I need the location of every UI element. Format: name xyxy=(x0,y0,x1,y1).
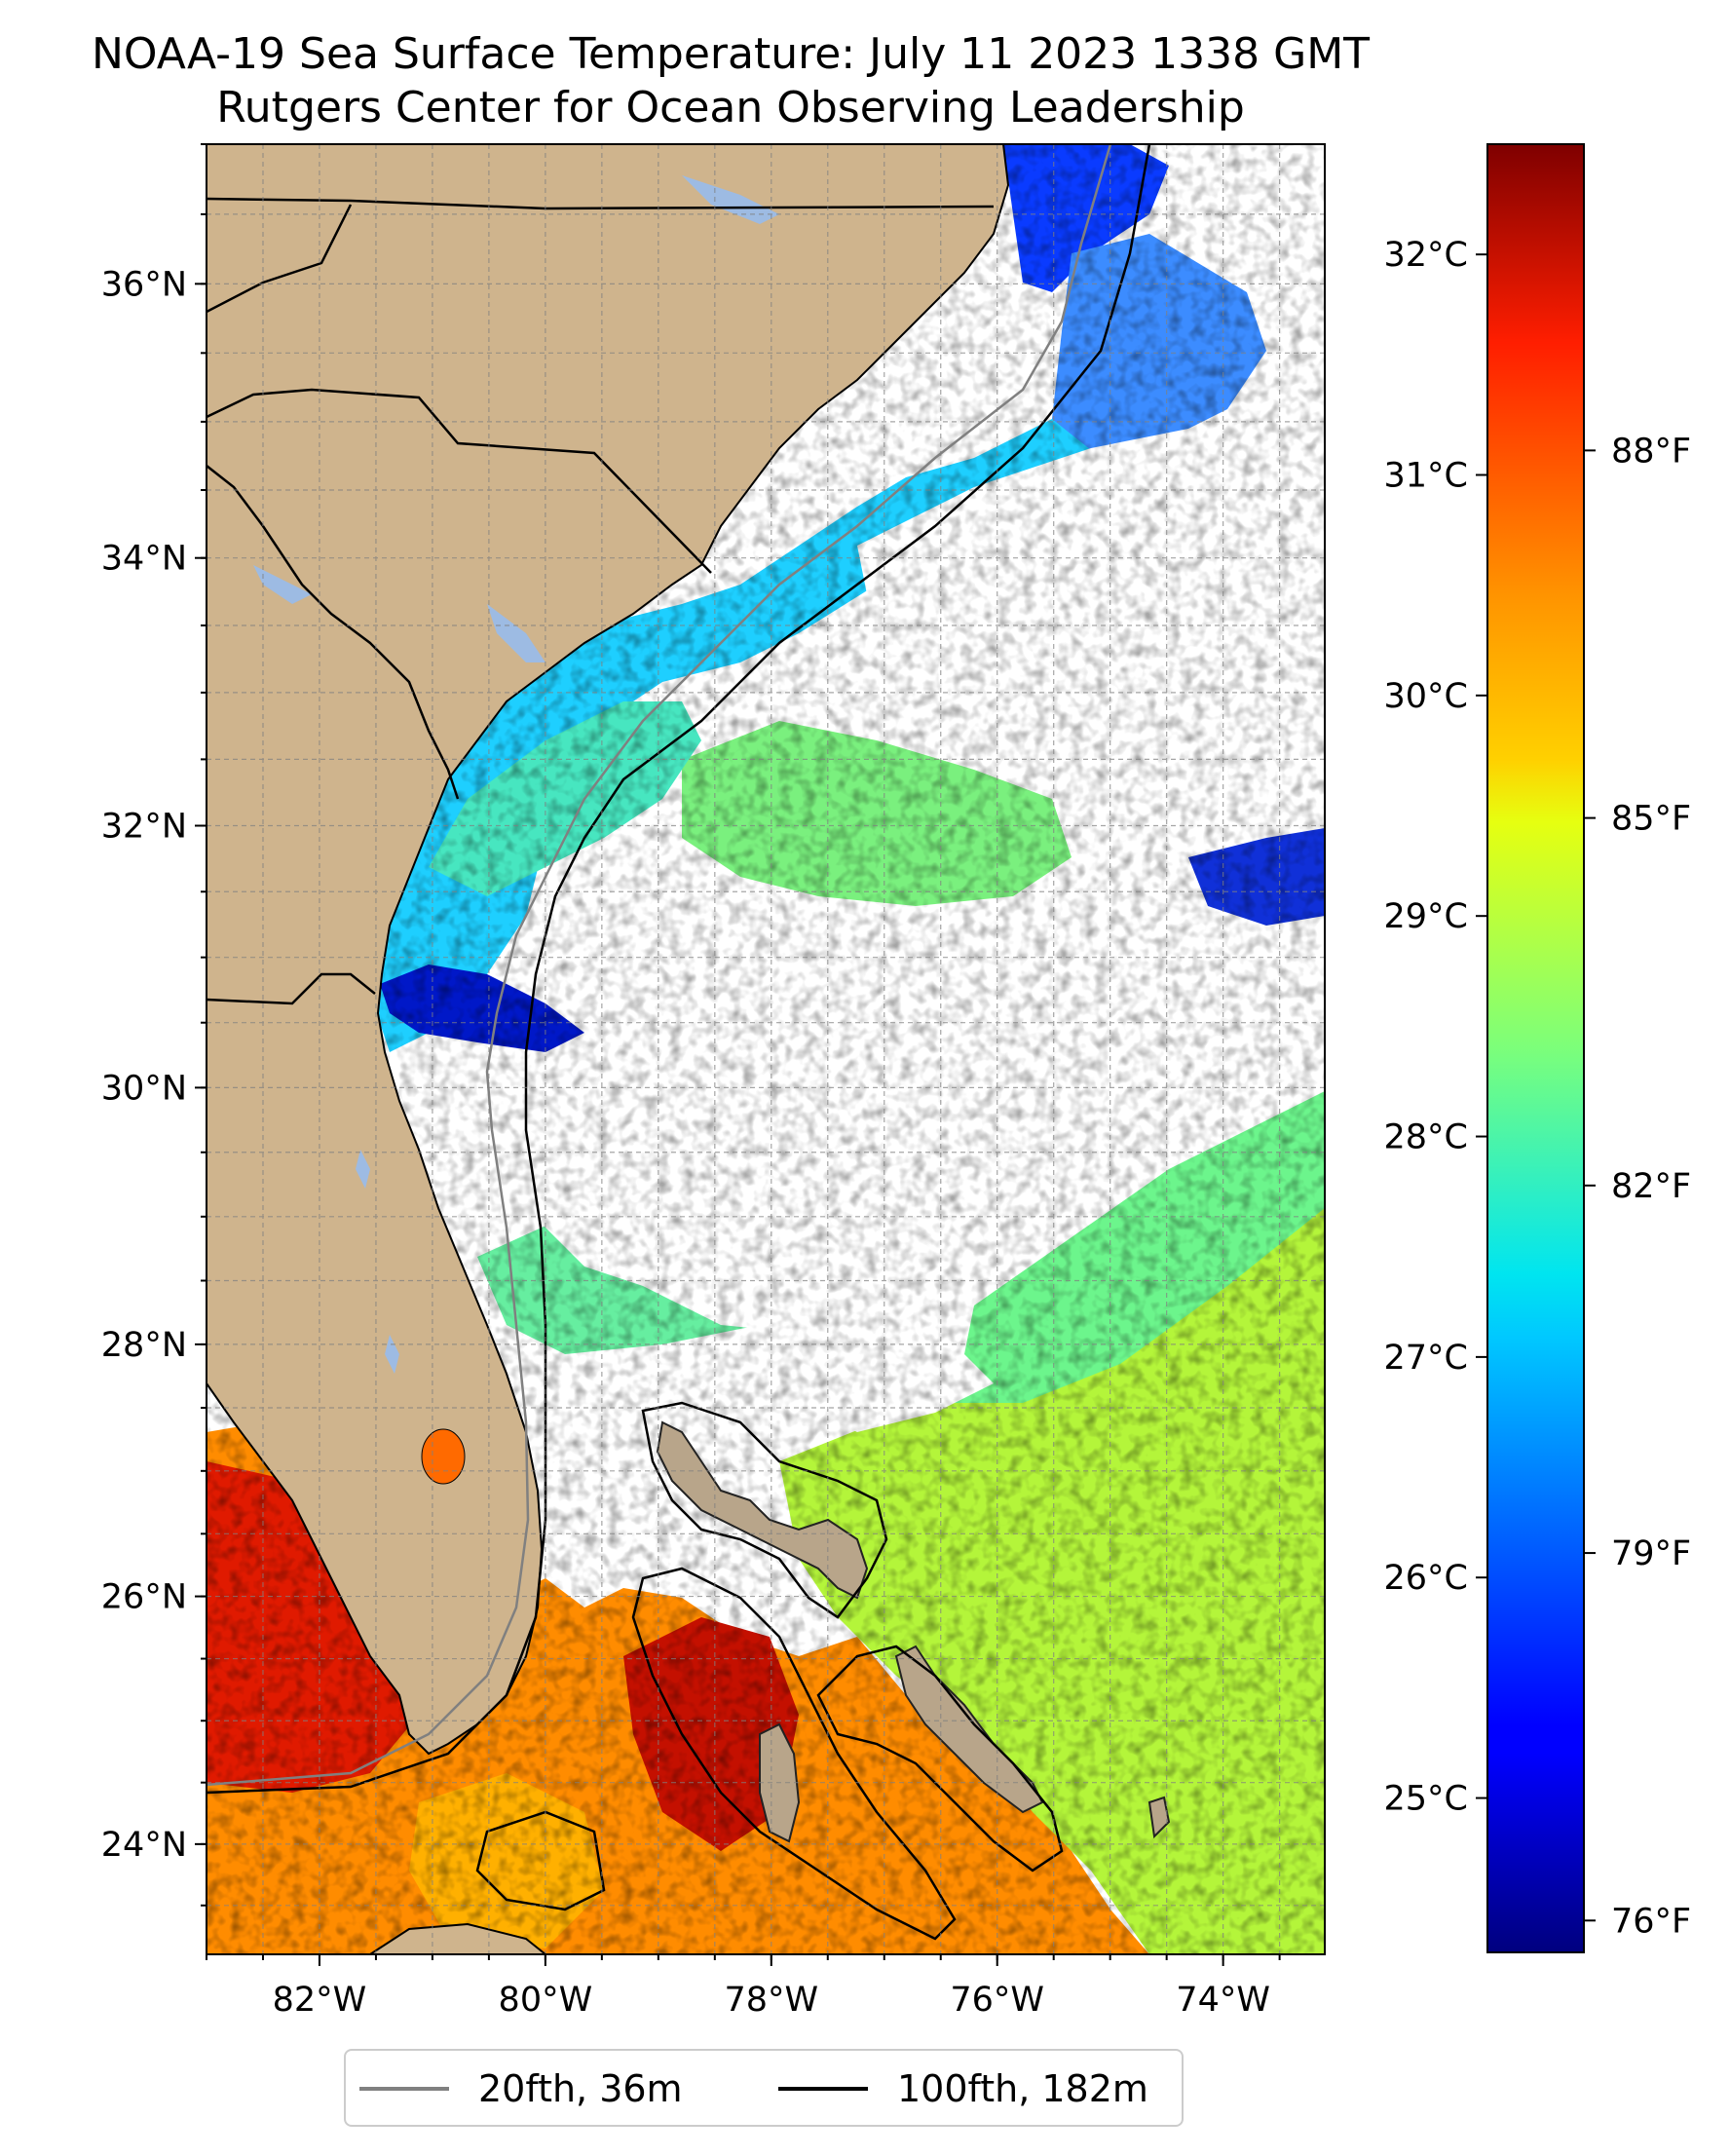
title-line-2: Rutgers Center for Ocean Observing Leade… xyxy=(216,83,1245,132)
state-borders xyxy=(207,197,995,1005)
colorbar xyxy=(1486,143,1585,1953)
border-tn-nc xyxy=(207,204,353,314)
sst-field xyxy=(207,144,1325,1954)
land-grand-bahama-abaco xyxy=(656,1420,869,1600)
legend-label-100fth: 100fth, 182m xyxy=(897,2067,1148,2110)
legend-swatch-20fth xyxy=(359,2087,449,2091)
celsius-tick-label: 32°C xyxy=(1384,236,1468,275)
isobath-cay-sal-bank xyxy=(475,1810,606,1911)
chart-title: NOAA-19 Sea Surface Temperature: July 11… xyxy=(0,27,1461,134)
lakes xyxy=(253,175,779,1485)
longitude-tick-label: 78°W xyxy=(724,1981,818,2020)
celsius-tick-label: 26°C xyxy=(1384,1559,1468,1598)
celsius-tick-label: 30°C xyxy=(1384,677,1468,716)
legend: 20fth, 36m 100fth, 182m xyxy=(344,2049,1184,2127)
celsius-tick-label: 27°C xyxy=(1384,1339,1468,1378)
colorbar-ticks: 25°C 26°C 27°C 28°C 29°C 30°C 31°C 32°C 76°F 79°F… xyxy=(1384,236,1692,1941)
map-frame xyxy=(206,143,1326,1955)
celsius-tick-label: 28°C xyxy=(1384,1118,1468,1157)
lake-george xyxy=(356,1150,370,1189)
latitude-tick-label: 34°N xyxy=(101,540,187,579)
fahrenheit-tick-label: 79°F xyxy=(1611,1534,1691,1573)
lake-kerr xyxy=(682,175,779,224)
lake-kissimmee xyxy=(385,1335,399,1374)
isobaths xyxy=(207,144,1151,1941)
legend-swatch-100fth xyxy=(778,2087,868,2091)
legend-label-20fth: 20fth, 36m xyxy=(478,2067,683,2110)
map-axis-ticks: 82°W 80°W 78°W 76°W 74°W 24°N 26°N 28°N 30°N 32°N… xyxy=(101,143,1281,2020)
celsius-tick-label: 29°C xyxy=(1384,897,1468,936)
celsius-tick-label: 31°C xyxy=(1384,457,1468,496)
title-line-1: NOAA-19 Sea Surface Temperature: July 11… xyxy=(91,29,1371,79)
longitude-tick-label: 82°W xyxy=(273,1981,367,2020)
land-san-salvador xyxy=(1147,1796,1171,1839)
legend-item-100fth: 100fth, 182m xyxy=(778,2062,1148,2115)
isobath-exuma xyxy=(816,1645,1064,1872)
border-sc-ga xyxy=(207,465,460,800)
latitude-tick-label: 32°N xyxy=(101,808,187,847)
fahrenheit-tick-label: 76°F xyxy=(1611,1902,1691,1941)
lake-marion xyxy=(487,604,545,662)
latitude-tick-label: 30°N xyxy=(101,1069,187,1108)
legend-item-20fth: 20fth, 36m xyxy=(359,2062,683,2115)
graticule xyxy=(207,144,1325,1954)
border-va-nc xyxy=(207,197,995,210)
isobath-great-bahama-bank xyxy=(631,1567,957,1941)
map-area xyxy=(207,144,1325,1954)
latitude-tick-label: 26°N xyxy=(101,1578,187,1617)
longitude-tick-label: 74°W xyxy=(1176,1981,1270,2020)
land-cuba xyxy=(368,1922,547,1954)
lake-okeechobee xyxy=(421,1428,466,1485)
isobath-20fth xyxy=(207,144,1112,1787)
latitude-tick-label: 36°N xyxy=(101,265,187,304)
fahrenheit-tick-label: 85°F xyxy=(1611,800,1691,839)
lake-hartwell xyxy=(253,565,312,604)
longitude-tick-label: 80°W xyxy=(499,1981,593,2020)
latitude-tick-label: 24°N xyxy=(101,1826,187,1865)
longitude-tick-label: 76°W xyxy=(950,1981,1044,2020)
fahrenheit-tick-label: 88°F xyxy=(1611,432,1691,471)
isobath-100fth xyxy=(207,144,1151,1795)
celsius-tick-label: 25°C xyxy=(1384,1780,1468,1819)
border-ga-fl xyxy=(207,972,376,1005)
border-nc-sc xyxy=(207,388,712,574)
latitude-tick-label: 28°N xyxy=(101,1326,187,1365)
fahrenheit-tick-label: 82°F xyxy=(1611,1167,1691,1206)
isobath-little-bahama-bank xyxy=(641,1401,888,1619)
